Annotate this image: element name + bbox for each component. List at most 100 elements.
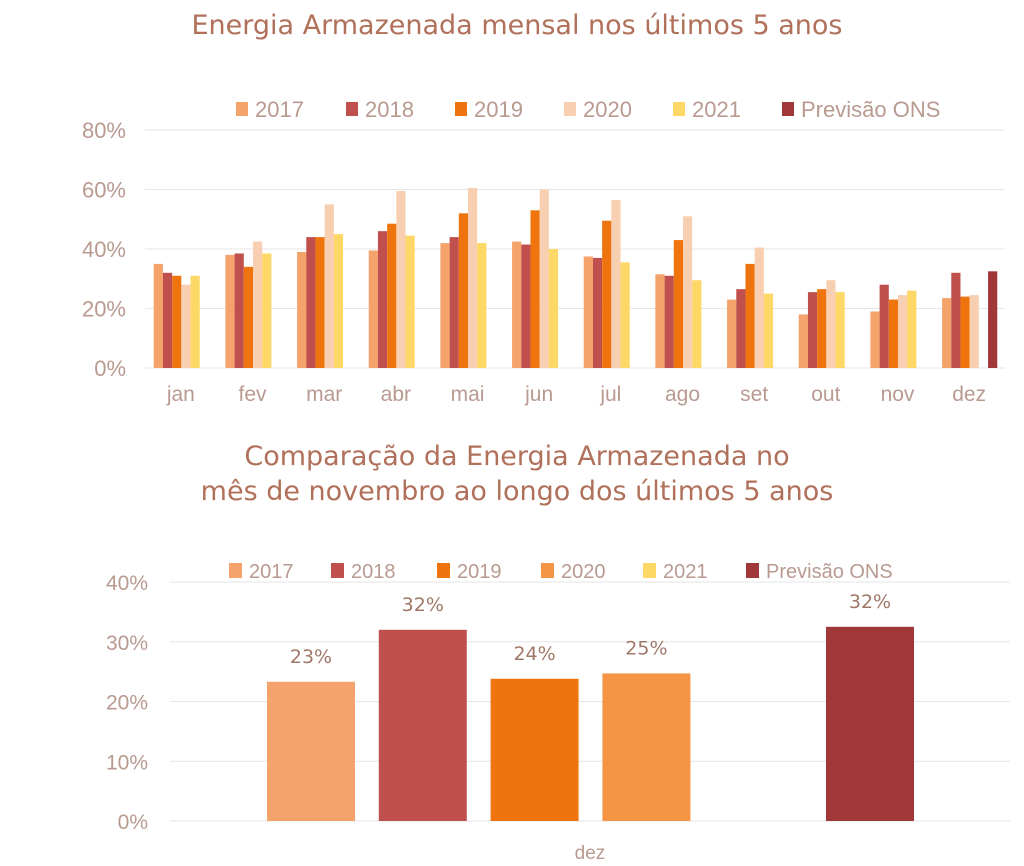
chart1-legend: 2017 2018 2019 2020 2021 Previsão ONS — [236, 97, 940, 122]
chart1-x-tick-label: nov — [881, 383, 915, 406]
chart1-bar-2017-set — [727, 299, 737, 368]
chart1-bar-2018-set — [736, 289, 746, 368]
chart2-legend-swatch-2017 — [229, 563, 242, 578]
chart1-bar-2020-jun — [539, 189, 549, 368]
chart2-y-tick-label: 10% — [106, 751, 148, 774]
chart1-x-tick-label: out — [811, 383, 840, 406]
chart1-legend-swatch-2018 — [346, 102, 358, 116]
chart1-legend-label-2019: 2019 — [474, 97, 523, 122]
chart1-x-tick-label: ago — [665, 383, 700, 406]
chart1-bar-2019-jul — [602, 220, 612, 368]
chart1-y-tick-label: 60% — [82, 178, 126, 203]
chart1-x-tick-label: mar — [306, 383, 342, 406]
chart1-bar-2019-mar — [315, 237, 325, 368]
chart1-bar-2019-dez — [960, 296, 970, 368]
monthly-energy-chart: Energia Armazenada mensal nos últimos 5 … — [82, 10, 1005, 406]
chart2-y-tick-label: 20% — [106, 692, 148, 715]
chart1-bar-2020-out — [826, 280, 836, 368]
chart1-legend-label-2017: 2017 — [255, 97, 304, 122]
chart1-bar-2018-dez — [951, 272, 961, 368]
chart1-bar-2021-mai — [477, 243, 487, 368]
chart1-bar-2021-jun — [548, 249, 559, 368]
chart2-legend-label-2020: 2020 — [561, 561, 606, 583]
chart1-x-tick-label: dez — [952, 383, 986, 406]
chart1-legend-label-2020: 2020 — [583, 97, 632, 122]
chart1-bar-2021-ago — [692, 280, 702, 368]
chart2-legend-swatch-2019 — [437, 563, 450, 578]
november-comparison-chart: Comparação da Energia Armazenada no mês … — [106, 441, 1010, 864]
chart1-bar-2019-jun — [530, 210, 540, 368]
chart1-bar-2018-jan — [162, 272, 173, 368]
chart1-bar-2020-mar — [324, 204, 334, 368]
chart1-bar-2019-nov — [888, 299, 898, 368]
chart1-bar-2019-mai — [458, 213, 468, 368]
chart1-bars — [153, 188, 998, 368]
chart2-legend-label-2019: 2019 — [457, 561, 502, 583]
chart1-bar-2018-ago — [664, 275, 674, 368]
chart2-legend-swatch-2020 — [541, 563, 554, 578]
chart1-bar-2019-abr — [387, 223, 397, 368]
chart2-y-tick-label: 30% — [106, 632, 148, 655]
chart2-title-line-2: mês de novembro ao longo dos últimos 5 a… — [201, 476, 834, 507]
chart2-legend: 2017 2018 2019 2020 2021 Previsão ONS — [229, 561, 893, 583]
chart2-x-tick-label: dez — [575, 843, 606, 864]
chart1-bar-2017-abr — [368, 250, 378, 368]
chart1-bar-2017-nov — [870, 311, 880, 368]
chart1-x-axis: jan fev mar abr mai jun jul ago set out nov dez — [166, 383, 986, 406]
chart1-bar-2021-set — [763, 293, 774, 368]
chart2-data-label-2017: 23% — [290, 646, 332, 668]
chart1-bar-2017-mar — [297, 251, 307, 368]
chart1-legend-label-2018: 2018 — [365, 97, 414, 122]
chart1-legend-label-2021: 2021 — [692, 97, 741, 122]
chart1-bar-2019-fev — [243, 266, 253, 368]
chart2-legend-swatch-2018 — [331, 563, 344, 578]
chart2-legend-swatch-previsao-ons — [746, 563, 759, 578]
chart1-bar-2021-fev — [262, 253, 272, 368]
chart1-bar-2018-mar — [306, 237, 316, 368]
chart1-bar-2017-dez — [942, 298, 952, 368]
chart1-bar-2020-jan — [181, 284, 191, 368]
chart1-bar-2017-fev — [225, 254, 235, 368]
chart1-x-tick-label: set — [740, 383, 768, 406]
chart1-bar-2018-mai — [449, 237, 459, 368]
chart2-legend-label-2017: 2017 — [249, 561, 294, 583]
chart1-y-tick-label: 20% — [82, 297, 126, 322]
chart1-legend-swatch-2017 — [236, 102, 248, 116]
chart1-bar-2017-out — [798, 314, 808, 368]
chart1-bar-2019-ago — [673, 240, 683, 368]
chart1-legend-swatch-2021 — [673, 102, 685, 116]
chart2-x-axis: dez — [575, 843, 606, 864]
chart1-legend-label-previsao-ons: Previsão ONS — [801, 97, 940, 122]
chart1-x-tick-label: mai — [451, 383, 485, 406]
chart1-bar-2018-out — [807, 292, 818, 368]
chart1-bar-2017-mai — [440, 243, 450, 368]
chart1-bar-2019-jan — [172, 275, 182, 368]
chart1-bar-2018-abr — [377, 231, 388, 368]
chart1-x-tick-label: abr — [381, 383, 411, 406]
chart1-gridlines — [145, 129, 1005, 369]
chart2-bar-2017 — [267, 681, 355, 821]
chart1-bar-2017-jul — [583, 256, 593, 368]
chart1-bar-2019-set — [745, 263, 755, 368]
chart1-bar-2017-jan — [153, 263, 163, 368]
chart1-title: Energia Armazenada mensal nos últimos 5 … — [191, 10, 842, 41]
chart2-legend-label-2018: 2018 — [351, 561, 396, 583]
chart1-bar-2021-out — [835, 292, 845, 368]
chart1-bar-2021-mar — [333, 234, 344, 368]
chart1-bar-2020-jul — [611, 199, 621, 368]
chart2-y-axis: 0% 10% 20% 30% 40% — [106, 572, 148, 834]
chart2-data-label-2020: 25% — [625, 637, 667, 659]
chart1-y-tick-label: 0% — [94, 356, 126, 381]
chart2-data-label-2019: 24% — [513, 643, 555, 665]
chart1-y-tick-label: 40% — [82, 237, 126, 262]
chart1-bar-2018-jun — [521, 244, 531, 368]
chart2-y-tick-label: 0% — [118, 811, 148, 834]
chart2-bar-previsao-ons — [826, 626, 914, 821]
chart1-bar-2020-fev — [253, 241, 263, 368]
chart1-x-tick-label: fev — [238, 383, 267, 406]
chart2-bars — [267, 626, 914, 821]
chart1-bar-2021-abr — [405, 235, 415, 368]
chart2-legend-label-previsao-ons: Previsão ONS — [766, 561, 893, 583]
chart1-legend-swatch-2019 — [455, 102, 467, 116]
